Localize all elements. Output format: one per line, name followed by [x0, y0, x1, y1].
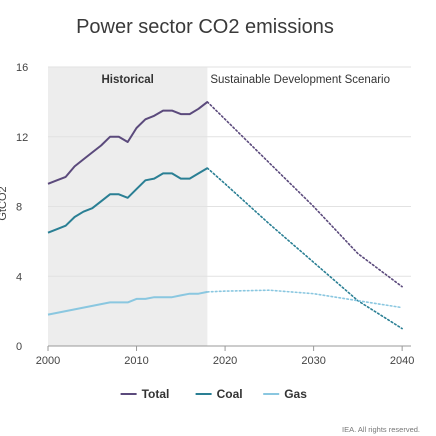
total-scenario-line	[206, 101, 403, 288]
coal-historical-line	[47, 167, 208, 234]
total-historical-line	[47, 101, 209, 185]
gas-scenario-line	[206, 289, 403, 309]
plot-area: 0 4 8 12 16 2000 2010 2020 2030 2040 GtCO2 Historic…	[0, 62, 414, 367]
legend-label-total: Total	[142, 387, 170, 401]
x-tick-label-2040: 2040	[390, 355, 414, 367]
gas-historical-line	[47, 290, 208, 316]
y-tick-label-12: 12	[16, 132, 28, 144]
y-tick-label-0: 0	[16, 341, 22, 353]
credit-text: IEA. All rights reserved.	[342, 425, 420, 434]
y-tick-label-4: 4	[16, 271, 22, 283]
x-tick-label-2000: 2000	[36, 355, 60, 367]
legend-label-coal: Coal	[217, 387, 243, 401]
annotation-historical: Historical	[101, 74, 153, 86]
annotation-scenario: Sustainable Development Scenario	[210, 74, 390, 86]
y-tick-label-16: 16	[16, 62, 28, 74]
legend: Total Coal Gas	[120, 387, 307, 401]
y-axis-label: GtCO2	[0, 186, 9, 220]
x-tick-label-2030: 2030	[301, 355, 325, 367]
y-tick-label-8: 8	[16, 202, 22, 214]
coal-scenario-line	[206, 167, 403, 330]
x-tick-label-2010: 2010	[124, 355, 148, 367]
legend-label-gas: Gas	[284, 387, 307, 401]
x-tick-label-2020: 2020	[213, 355, 237, 367]
chart-title: Power sector CO2 emissions	[76, 16, 334, 38]
